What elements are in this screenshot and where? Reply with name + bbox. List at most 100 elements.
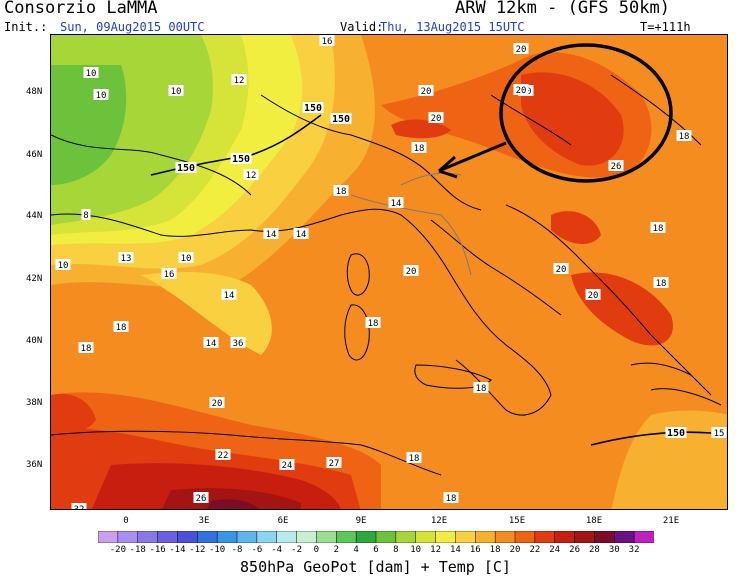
color-scale-label: 20 <box>509 545 521 555</box>
color-scale-swatch <box>554 531 576 543</box>
country-borders <box>350 172 472 276</box>
temp-label-box <box>81 209 91 220</box>
value-labels: 10 10 10 12 16 20 20 20 20 18 150 150 150 150 12 8 14 14 1… <box>55 35 727 509</box>
temp-label-box <box>553 263 569 274</box>
color-scale-swatch <box>375 531 397 543</box>
temp-label-box <box>263 228 279 239</box>
color-scale-label: -12 <box>189 545 206 555</box>
color-scale-label: 12 <box>430 545 442 555</box>
temp-label: 26 <box>611 162 622 172</box>
lon-label-0: 0 <box>123 516 129 526</box>
temp-label-box <box>388 197 404 208</box>
color-scale-swatch <box>197 531 218 543</box>
color-scale-label: -14 <box>169 545 186 555</box>
temp-label: 150 <box>667 428 685 439</box>
temp-label-box <box>243 169 259 180</box>
color-scale-swatch <box>355 531 377 543</box>
lon-label-15e: 15E <box>508 516 526 526</box>
temp-label-box <box>428 112 444 123</box>
color-scale-label: -10 <box>208 545 226 555</box>
temp-label: 8 <box>83 211 88 221</box>
lat-label-44n: 44N <box>26 211 43 221</box>
color-scale-swatch <box>276 531 298 543</box>
annotation-arrow <box>440 141 507 172</box>
color-scale-swatch <box>216 531 238 543</box>
temp-label-box <box>178 252 194 263</box>
temp-label-box <box>411 142 427 153</box>
temp-label-box <box>93 89 109 100</box>
color-scale-swatch <box>534 531 556 543</box>
temp-label-box <box>711 427 727 438</box>
temp-label: 10 <box>171 87 182 97</box>
temp-label-box <box>230 153 252 164</box>
app-title: Consorzio LaMMA <box>4 0 158 18</box>
temp-label: 14 <box>206 339 217 349</box>
temp-label: 10 <box>96 91 107 101</box>
temp-label-box <box>193 492 209 503</box>
temp-label: 12 <box>234 76 245 86</box>
coastlines <box>51 74 722 476</box>
color-scale-label: 14 <box>449 545 461 555</box>
temp-label-box <box>653 277 669 288</box>
color-scale-label: -20 <box>109 545 127 555</box>
temp-label-box <box>608 160 624 171</box>
model-info: ARW 12km - (GFS 50km) <box>455 0 670 18</box>
temp-label: 18 <box>81 344 92 354</box>
temp-label: 150 <box>232 154 250 165</box>
field-22-24-ne <box>521 72 624 166</box>
color-scale-swatch <box>455 531 476 543</box>
temp-label-box <box>293 228 309 239</box>
temp-label-box <box>113 321 129 332</box>
temp-label: 24 <box>282 461 293 471</box>
color-scale-label: -18 <box>129 545 146 555</box>
color-scale-label: 28 <box>588 545 600 555</box>
temp-label: 18 <box>476 384 487 394</box>
color-scale-label: 8 <box>393 545 399 555</box>
color-scale-label: 2 <box>333 545 340 555</box>
color-scale-label: 10 <box>410 545 422 555</box>
color-scale-swatch <box>614 531 635 543</box>
color-scale-label: 0 <box>313 545 320 555</box>
field-14-16-south <box>141 272 272 355</box>
temp-label: 18 <box>679 132 690 142</box>
init-date: Sun, 09Aug2015 00UTC <box>60 20 205 34</box>
color-scale-label: -6 <box>251 545 263 555</box>
color-scale-swatch <box>435 531 456 543</box>
temp-label-box <box>203 337 219 348</box>
temp-label: 18 <box>116 323 127 333</box>
temp-label-box <box>650 222 666 233</box>
color-scale-swatch <box>574 531 595 543</box>
color-scale-swatch <box>316 531 337 543</box>
lead-time: T=+111h <box>640 20 691 34</box>
temp-label: 20 <box>556 265 567 275</box>
color-scale-swatch <box>137 531 159 543</box>
temp-label-box <box>302 102 324 113</box>
temp-label: 12 <box>246 171 257 181</box>
color-scale-swatch <box>594 531 615 543</box>
temp-label: 10 <box>181 254 192 264</box>
color-scale-label: 24 <box>549 545 561 555</box>
lon-label-6e: 6E <box>277 516 289 526</box>
temp-label-box <box>168 85 184 96</box>
lon-label-21e: 21E <box>662 516 680 526</box>
color-scale-swatch <box>415 531 437 543</box>
color-scale-label: -2 <box>291 545 303 555</box>
temp-label: 20 <box>406 267 417 277</box>
temp-label-box <box>71 503 87 509</box>
valid-date: Thu, 13Aug2015 15UTC <box>380 20 525 34</box>
temp-label: 18 <box>446 494 457 504</box>
temp-label: 26 <box>196 494 207 504</box>
temp-label-box <box>513 84 529 95</box>
temp-label: 13 <box>121 254 132 264</box>
color-scale-label: -4 <box>271 545 283 555</box>
color-scale-label: 6 <box>373 545 379 555</box>
color-scale <box>98 531 654 543</box>
temp-label: 18 <box>414 144 425 154</box>
temp-label: 14 <box>266 230 277 240</box>
color-scale-label: 22 <box>529 545 541 555</box>
color-scale-swatch <box>633 531 654 543</box>
temp-label: 20 <box>431 114 442 124</box>
color-scale-label: 26 <box>569 545 581 555</box>
temp-label-box <box>676 130 692 141</box>
temp-label-box <box>333 185 349 196</box>
